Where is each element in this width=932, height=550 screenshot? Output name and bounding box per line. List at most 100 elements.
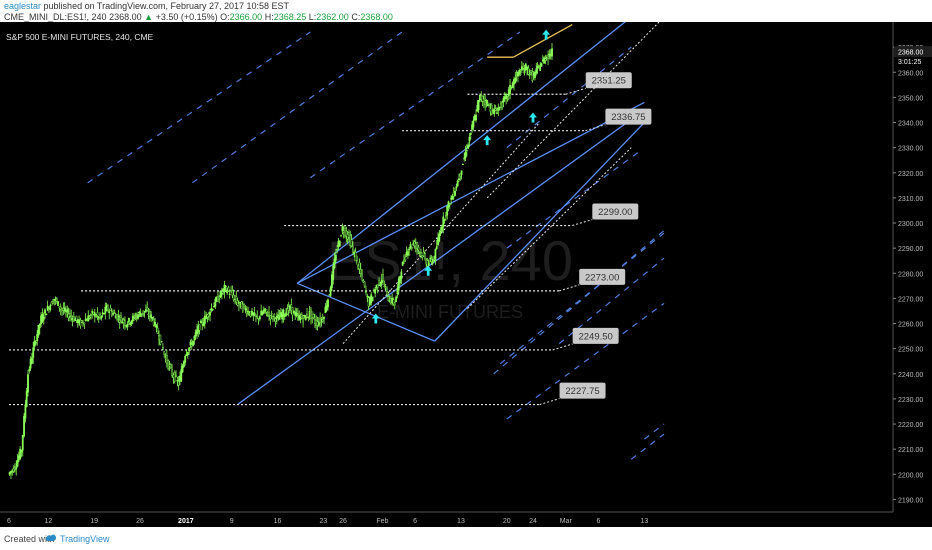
level-callout-line [559, 284, 580, 292]
candle-body [129, 323, 132, 325]
tradingview-link[interactable]: TradingView [60, 534, 110, 544]
candle-body [361, 273, 363, 276]
candle-body [493, 109, 496, 114]
candle-body [218, 298, 221, 301]
candle-body [420, 252, 422, 254]
candle-body [312, 314, 315, 318]
y-tick-label: 2310.00 [898, 196, 923, 203]
candle-body [272, 316, 274, 320]
level-label-box [559, 382, 606, 399]
candle-body [173, 372, 176, 382]
candle-body [192, 340, 194, 346]
candle-body [286, 308, 289, 315]
candle-body [200, 320, 202, 324]
candle-body [528, 74, 531, 76]
dashed-parallel-line [506, 302, 665, 420]
candle-body [497, 108, 500, 111]
candle-body [214, 298, 217, 307]
candle-body [177, 381, 180, 386]
candle-body [399, 276, 401, 284]
candle-body [127, 317, 130, 323]
level-label-box [572, 327, 619, 344]
candle-body [46, 305, 49, 311]
candle-body [34, 342, 37, 344]
up-arrow-icon [424, 265, 433, 276]
candle-body [456, 180, 459, 187]
y-tick-label: 2300.00 [898, 221, 923, 228]
author-link[interactable]: eaglestar [4, 1, 42, 11]
candle-body [37, 324, 40, 336]
price-axis[interactable] [893, 22, 932, 527]
candle-body [446, 206, 449, 216]
candle-body [139, 313, 142, 317]
footer: Created with TradingView [0, 527, 932, 550]
candle-body [10, 471, 12, 474]
candle-body [540, 63, 543, 67]
candle-body [539, 67, 542, 71]
resistance-trendline [513, 23, 573, 58]
candle-body [429, 257, 432, 259]
candle-body [175, 375, 177, 377]
candle-body [400, 271, 403, 280]
candle-body [45, 313, 48, 316]
candle-body [88, 317, 91, 319]
candle-body [228, 293, 231, 295]
channel-base-line [434, 122, 645, 342]
candle-body [336, 249, 339, 251]
candle-body [345, 231, 348, 237]
candle-body [403, 260, 405, 262]
candle-body [154, 321, 156, 326]
open-label: O: [220, 12, 230, 22]
candle-body [16, 459, 19, 467]
candle-body [519, 73, 522, 75]
candle-body [226, 291, 229, 294]
candle-body [28, 368, 31, 371]
candle-body [278, 316, 281, 320]
candle-body [93, 312, 96, 317]
candle-body [514, 77, 517, 84]
candle-body [148, 311, 151, 317]
candle-body [224, 285, 227, 288]
candle-body [551, 48, 553, 57]
candle-body [376, 284, 379, 288]
candle-body [362, 280, 365, 283]
candle-body [182, 361, 185, 368]
candle-body [341, 226, 344, 232]
candle-body [323, 316, 325, 319]
candle-body [383, 285, 386, 287]
candle-body [530, 70, 532, 73]
last-price-label: 2368.00 [898, 50, 923, 57]
candle-body [275, 315, 278, 319]
candle-body [397, 278, 400, 291]
price-chart[interactable]: ES1!, 240 E-MINI FUTURES 2351.25 2336.75 22… [0, 22, 932, 527]
candle-body [205, 316, 208, 319]
candle-body [408, 248, 411, 251]
candle-body [282, 309, 285, 318]
candle-body [253, 312, 256, 316]
candle-body [537, 65, 540, 67]
candle-body [156, 327, 159, 334]
candle-body [300, 314, 303, 319]
candle-body [19, 448, 22, 459]
dashed-parallel-line [87, 31, 311, 184]
candle-body [120, 315, 122, 318]
candle-body [374, 288, 377, 294]
candle-body [431, 259, 434, 264]
candle-body [448, 203, 451, 206]
y-tick-label: 2360.00 [898, 70, 923, 77]
x-tick-label: 23 [320, 518, 328, 525]
candle-body [24, 404, 27, 419]
y-tick-label: 2270.00 [898, 296, 923, 303]
candle-body [434, 249, 437, 262]
candle-body [379, 282, 382, 286]
candle-body [460, 170, 463, 175]
y-tick-label: 2240.00 [898, 372, 923, 379]
candle-body [117, 316, 120, 318]
y-tick-label: 2200.00 [898, 472, 923, 479]
level-label-box [579, 268, 626, 285]
candle-body [109, 307, 112, 311]
candle-body [463, 157, 466, 160]
candle-body [348, 232, 350, 238]
candle-body [404, 256, 407, 261]
